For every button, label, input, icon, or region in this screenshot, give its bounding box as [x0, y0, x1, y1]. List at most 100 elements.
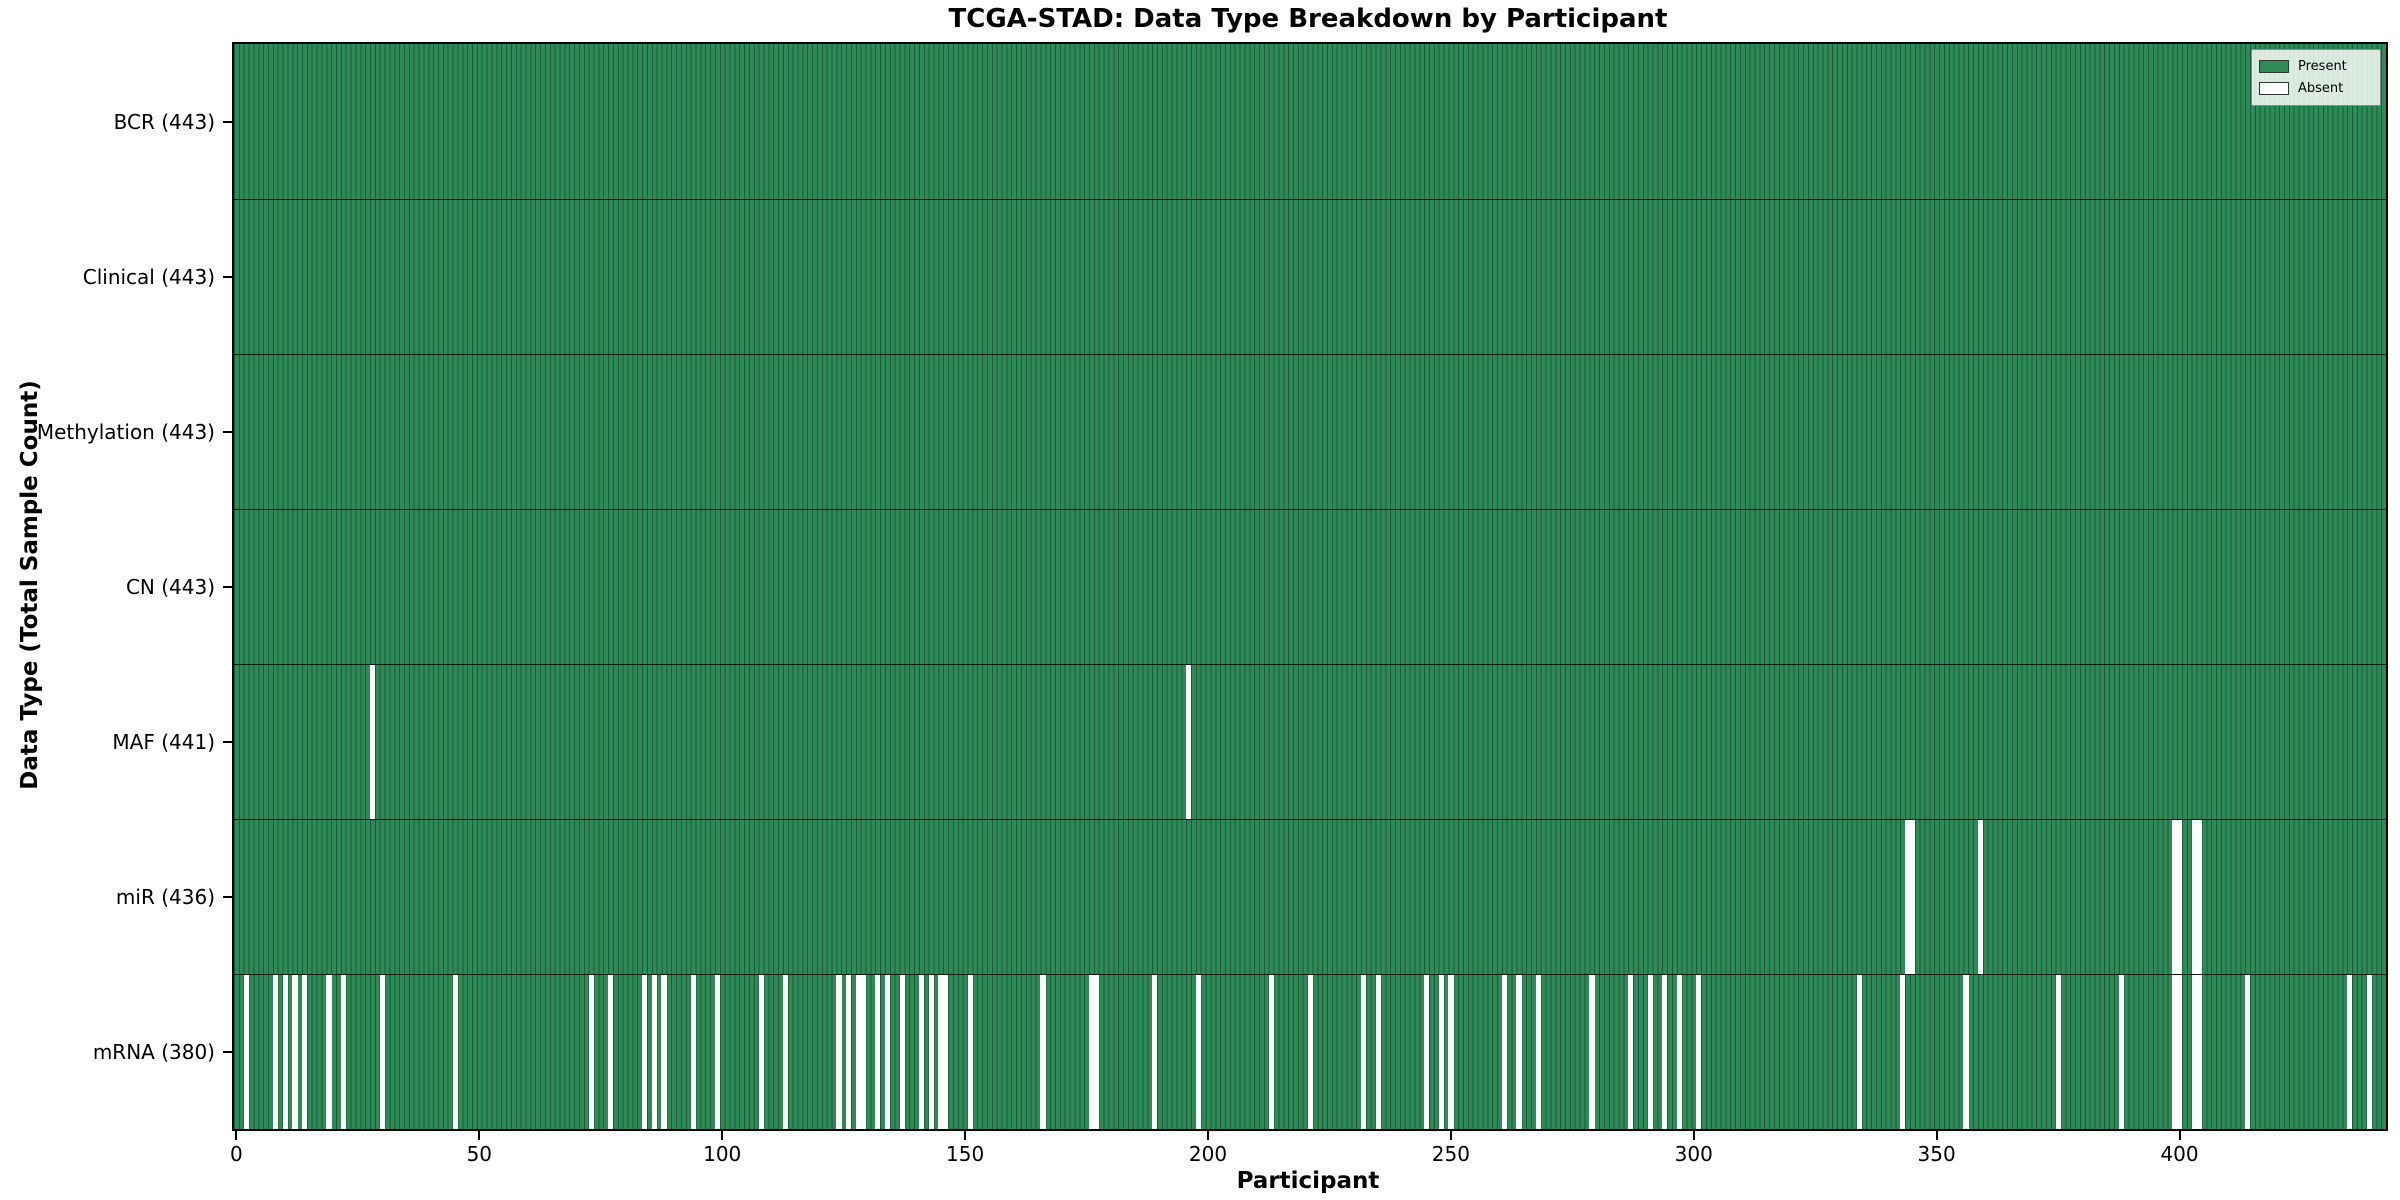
absent-bar-mRNA-94 — [690, 975, 696, 1129]
row-MAF — [234, 664, 2386, 819]
y-tick-mark — [223, 1050, 232, 1053]
absent-bar-mRNA-404 — [2196, 975, 2202, 1129]
absent-bar-miR-345 — [1909, 820, 1916, 974]
legend-label-absent: Absent — [2298, 80, 2344, 96]
absent-bar-mRNA-248 — [1438, 975, 1444, 1129]
absent-bar-mRNA-264 — [1516, 975, 1522, 1129]
absent-bar-mRNA-22 — [340, 975, 347, 1129]
absent-bar-mRNA-137 — [899, 975, 905, 1129]
row-BCR — [234, 44, 2386, 199]
x-tick-mark — [478, 1131, 481, 1140]
absent-bar-mRNA-198 — [1195, 975, 1202, 1129]
row-mRNA — [234, 974, 2386, 1129]
x-tick-mark — [721, 1131, 724, 1140]
absent-bar-mRNA-134 — [884, 975, 891, 1129]
absent-bar-mRNA-113 — [782, 975, 789, 1129]
y-tick-label-BCR: BCR (443) — [113, 109, 215, 134]
x-tick-label-300: 300 — [1674, 1142, 1713, 1166]
y-tick-label-CN: CN (443) — [125, 574, 215, 599]
absent-bar-mRNA-124 — [836, 975, 842, 1129]
y-tick-label-Clinical: Clinical (443) — [82, 264, 215, 289]
absent-bar-mRNA-77 — [608, 975, 614, 1129]
legend: Present Absent — [2251, 49, 2381, 106]
row-CN — [234, 509, 2386, 664]
absent-bar-mRNA-73 — [588, 975, 594, 1129]
x-tick-label-0: 0 — [230, 1142, 243, 1166]
absent-bar-mRNA-245 — [1424, 975, 1430, 1129]
absent-bar-mRNA-400 — [2177, 975, 2183, 1129]
absent-bar-mRNA-146 — [943, 975, 949, 1129]
absent-bar-mRNA-221 — [1307, 975, 1313, 1129]
y-tick-mark — [223, 120, 232, 123]
x-tick-label-100: 100 — [703, 1142, 742, 1166]
absent-bar-mRNA-141 — [918, 975, 925, 1129]
absent-bar-mRNA-287 — [1628, 975, 1634, 1129]
x-axis-title: Participant — [1236, 1168, 1380, 1194]
x-tick-label-50: 50 — [466, 1142, 493, 1166]
absent-bar-mRNA-45 — [452, 975, 458, 1129]
absent-bar-mRNA-297 — [1676, 975, 1682, 1129]
absent-bar-mRNA-235 — [1375, 975, 1381, 1129]
absent-bar-mRNA-294 — [1662, 975, 1668, 1129]
absent-bar-mRNA-129 — [860, 975, 866, 1129]
y-tick-label-MAF: MAF (441) — [112, 729, 215, 754]
absent-bar-mRNA-12 — [292, 975, 298, 1129]
absent-bar-mRNA-232 — [1361, 975, 1367, 1129]
legend-label-present: Present — [2298, 58, 2347, 74]
absent-bar-mRNA-30 — [379, 975, 385, 1129]
absent-bar-mRNA-250 — [1448, 975, 1454, 1129]
x-tick-mark — [964, 1131, 967, 1140]
absent-bar-mRNA-132 — [875, 975, 881, 1129]
absent-bar-mRNA-403 — [2191, 975, 2197, 1129]
x-tick-label-200: 200 — [1188, 1142, 1228, 1166]
chart-title: TCGA-STAD: Data Type Breakdown by Partic… — [948, 4, 1668, 34]
absent-bar-mRNA-291 — [1647, 975, 1653, 1129]
y-tick-mark — [223, 585, 232, 588]
x-tick-label-350: 350 — [1917, 1142, 1956, 1166]
y-tick-mark — [223, 275, 232, 278]
absent-bar-mRNA-435 — [2347, 975, 2353, 1129]
x-tick-label-400: 400 — [2160, 1142, 2199, 1166]
x-tick-label-250: 250 — [1431, 1142, 1470, 1166]
absent-bar-miR-403 — [2191, 820, 2197, 974]
legend-swatch-present — [2259, 59, 2289, 73]
absent-bar-mRNA-189 — [1152, 975, 1158, 1129]
y-tick-label-miR: miR (436) — [115, 884, 215, 909]
absent-bar-mRNA-88 — [661, 975, 667, 1129]
y-tick-mark — [223, 430, 232, 433]
absent-bar-mRNA-14 — [302, 975, 308, 1129]
absent-bar-mRNA-128 — [855, 975, 862, 1129]
absent-bar-MAF-196 — [1186, 665, 1192, 819]
absent-bar-mRNA-279 — [1589, 975, 1595, 1129]
absent-bar-mRNA-177 — [1093, 975, 1100, 1129]
absent-bar-mRNA-388 — [2118, 975, 2125, 1129]
absent-bar-mRNA-166 — [1040, 975, 1046, 1129]
legend-swatch-absent — [2259, 81, 2289, 95]
x-tick-label-150: 150 — [946, 1142, 985, 1166]
absent-bar-mRNA-399 — [2172, 975, 2178, 1129]
absent-bar-mRNA-343 — [1900, 975, 1906, 1129]
absent-bar-mRNA-356 — [1963, 975, 1969, 1129]
absent-bar-mRNA-151 — [967, 975, 973, 1129]
absent-bar-mRNA-261 — [1501, 975, 1508, 1129]
absent-bar-mRNA-126 — [846, 975, 852, 1129]
row-Clinical — [234, 199, 2386, 354]
x-tick-mark — [235, 1131, 238, 1140]
x-tick-mark — [2178, 1131, 2181, 1140]
absent-bar-miR-404 — [2196, 820, 2202, 974]
absent-bar-mRNA-86 — [651, 975, 658, 1129]
absent-bar-mRNA-19 — [326, 975, 332, 1129]
absent-bar-MAF-28 — [370, 665, 376, 819]
absent-bar-mRNA-143 — [928, 975, 934, 1129]
absent-bar-mRNA-99 — [714, 975, 721, 1129]
absent-bar-mRNA-108 — [758, 975, 764, 1129]
x-tick-mark — [1449, 1131, 1452, 1140]
y-tick-label-Methylation: Methylation (443) — [36, 419, 215, 444]
absent-bar-miR-359 — [1977, 820, 1984, 974]
absent-bar-mRNA-8 — [272, 975, 279, 1129]
absent-bar-mRNA-268 — [1535, 975, 1542, 1129]
absent-bar-mRNA-439 — [2366, 975, 2372, 1129]
absent-bar-mRNA-213 — [1268, 975, 1274, 1129]
y-tick-mark — [223, 895, 232, 898]
x-tick-mark — [1692, 1131, 1695, 1140]
